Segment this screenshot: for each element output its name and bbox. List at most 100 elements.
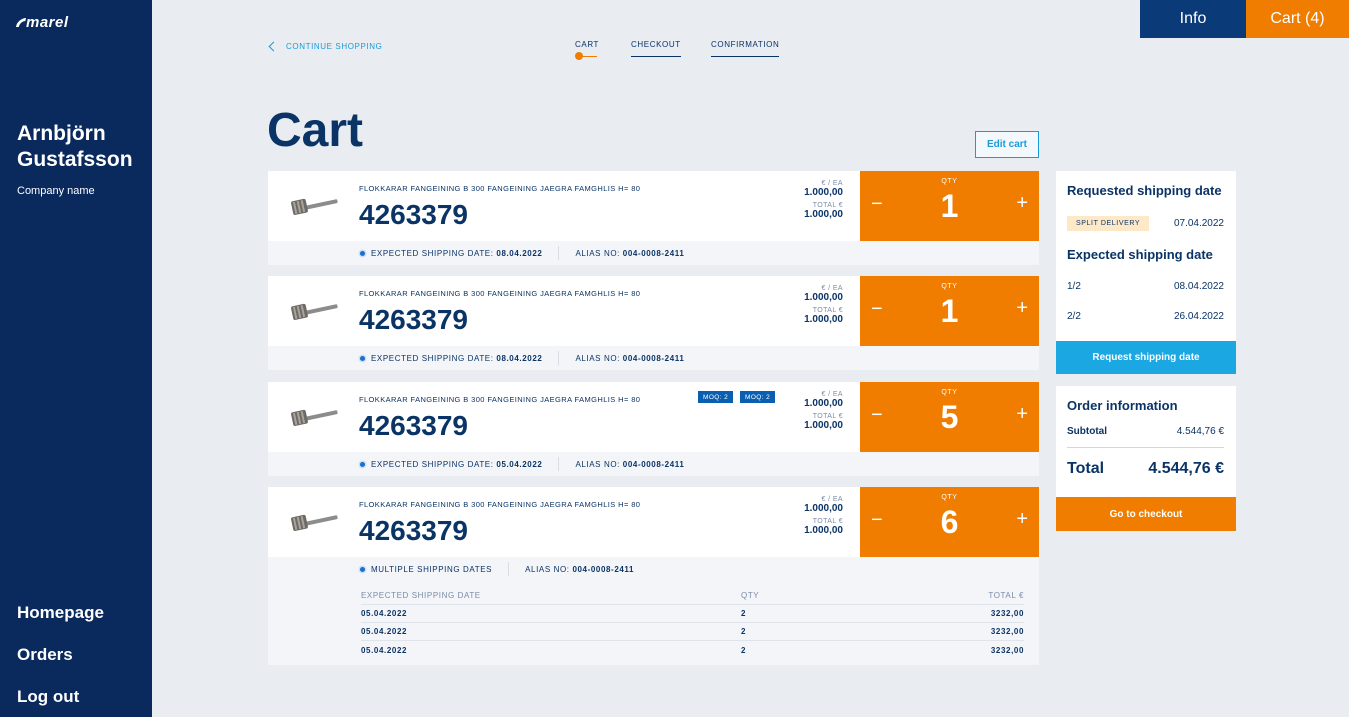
cell-total: 3232,00 (990, 645, 1024, 655)
step-checkout-label: CHECKOUT (631, 40, 681, 49)
qty-label: QTY (941, 494, 958, 501)
price-block: € / EA 1.000,00 TOTAL € 1.000,00 (804, 285, 843, 329)
nav-log-out[interactable]: Log out (17, 687, 80, 706)
bullet-icon (360, 250, 365, 256)
requested-date[interactable]: 07.04.2022 (1173, 218, 1224, 229)
decrease-qty-button[interactable]: − (871, 193, 883, 215)
continue-shopping-link[interactable]: CONTINUE SHOPPING (268, 41, 383, 52)
nav-orders[interactable]: Orders (17, 645, 73, 664)
order-info-title: Order information (1067, 398, 1178, 413)
cell-qty: 2 (741, 609, 747, 618)
column-header-qty: QTY (741, 591, 760, 600)
qty-label: QTY (941, 283, 958, 290)
quantity-stepper: QTY − 1 + (860, 276, 1039, 346)
qty-value[interactable]: 5 (940, 399, 959, 435)
part-number[interactable]: 4263379 (359, 515, 469, 546)
total-value: 1.000,00 (804, 209, 843, 220)
subtotal-row: Subtotal 4.544,76 € (1067, 426, 1224, 448)
step-checkout[interactable]: CHECKOUT (631, 40, 681, 57)
product-image (291, 198, 338, 215)
chevron-left-icon (268, 41, 279, 52)
request-shipping-date-button[interactable]: Request shipping date (1056, 341, 1236, 374)
expected-date: 08.04.2022 (1173, 281, 1224, 292)
price-each-label: € / EA (821, 285, 843, 292)
item-footer: EXPECTED SHIPPING DATE: 08.04.2022 ALIAS… (268, 241, 1039, 265)
table-row: 05.04.2022 2 3232,00 (361, 623, 1024, 641)
divider (558, 246, 560, 260)
price-each-label: € / EA (821, 496, 843, 503)
cell-qty: 2 (741, 627, 747, 636)
price-each-value: 1.000,00 (804, 187, 843, 198)
alias-label: ALIAS NO: (575, 248, 620, 258)
part-number[interactable]: 4263379 (359, 199, 469, 230)
continue-shopping-label: CONTINUE SHOPPING (286, 42, 383, 51)
decrease-qty-button[interactable]: − (871, 298, 883, 320)
subtotal-value: 4.544,76 € (1176, 426, 1224, 437)
expected-row: 2/2 26.04.2022 (1067, 311, 1224, 322)
qty-value[interactable]: 6 (940, 504, 959, 540)
cell-date: 05.04.2022 (361, 627, 408, 636)
part-number[interactable]: 4263379 (359, 304, 469, 335)
quantity-stepper: QTY − 5 + (860, 382, 1039, 452)
price-each-value: 1.000,00 (804, 292, 843, 303)
cart-item: FLOKKARAR FANGEINING B 300 FANGEINING JA… (268, 171, 1039, 265)
expected-shipping-date: 08.04.2022 (496, 353, 543, 363)
info-button[interactable]: Info (1140, 0, 1246, 38)
increase-qty-button[interactable]: + (1016, 192, 1028, 214)
cart-item: FLOKKARAR FANGEINING B 300 FANGEINING JA… (268, 487, 1039, 665)
alias-number: 004-0008-2411 (572, 564, 635, 574)
qty-value[interactable]: 1 (940, 293, 959, 329)
part-number[interactable]: 4263379 (359, 410, 469, 441)
item-footer: MULTIPLE SHIPPING DATES ALIAS NO: 004-00… (268, 557, 1039, 581)
go-to-checkout-button[interactable]: Go to checkout (1056, 497, 1236, 531)
alias-number: 004-0008-2411 (622, 459, 685, 469)
column-header-total: TOTAL € (988, 591, 1024, 600)
expected-shipping-title: Expected shipping date (1067, 247, 1213, 262)
step-cart[interactable]: CART (575, 40, 599, 60)
decrease-qty-button[interactable]: − (871, 404, 883, 426)
increase-qty-button[interactable]: + (1016, 508, 1028, 530)
divider (558, 351, 560, 365)
expected-shipping-date: 05.04.2022 (496, 459, 543, 469)
moq-badge: MOQ: 2 (698, 391, 734, 403)
table-row: 05.04.2022 2 3232,00 (361, 605, 1024, 623)
qty-label: QTY (941, 178, 958, 185)
product-description: FLOKKARAR FANGEINING B 300 FANGEINING JA… (359, 184, 641, 193)
edit-cart-button[interactable]: Edit cart (975, 131, 1039, 158)
cart-button[interactable]: Cart (4) (1246, 0, 1349, 38)
price-each-value: 1.000,00 (804, 398, 843, 409)
total-label: TOTAL € (812, 413, 843, 420)
nav-homepage[interactable]: Homepage (17, 603, 104, 622)
marel-logo[interactable]: marel (15, 14, 69, 31)
page-title: Cart (267, 104, 364, 157)
moq-badge: MOQ: 2 (740, 391, 776, 403)
divider (508, 562, 510, 576)
bullet-icon (360, 355, 365, 361)
quantity-stepper: QTY − 6 + (860, 487, 1039, 557)
total-row: Total 4.544,76 € (1067, 460, 1224, 478)
product-description: FLOKKARAR FANGEINING B 300 FANGEINING JA… (359, 289, 641, 298)
total-value: 1.000,00 (804, 314, 843, 325)
increase-qty-button[interactable]: + (1016, 297, 1028, 319)
total-value: 1.000,00 (804, 525, 843, 536)
cart-item: FLOKKARAR FANGEINING B 300 FANGEINING JA… (268, 276, 1039, 370)
sidebar: marel Arnbjörn Gustafsson Company name H… (0, 0, 152, 717)
expected-shipping-date: 08.04.2022 (496, 248, 543, 258)
expected-shipping-label: EXPECTED SHIPPING DATE: (371, 353, 494, 363)
split-delivery-badge: SPLIT DELIVERY (1067, 216, 1150, 231)
total-value: 1.000,00 (804, 420, 843, 431)
increase-qty-button[interactable]: + (1016, 403, 1028, 425)
quantity-stepper: QTY − 1 + (860, 171, 1039, 241)
logo-mark-icon (15, 18, 27, 27)
expected-shipping-label: EXPECTED SHIPPING DATE: (371, 248, 494, 258)
user-name: Arnbjörn Gustafsson (17, 122, 133, 171)
step-confirmation-label: CONFIRMATION (711, 40, 780, 49)
step-underline (711, 56, 780, 57)
cell-total: 3232,00 (990, 627, 1024, 636)
cart-item: FLOKKARAR FANGEINING B 300 FANGEINING JA… (268, 382, 1039, 476)
step-confirmation[interactable]: CONFIRMATION (711, 40, 780, 57)
decrease-qty-button[interactable]: − (871, 509, 883, 531)
total-label: TOTAL € (812, 307, 843, 314)
total-value: 4.544,76 € (1148, 460, 1224, 477)
qty-value[interactable]: 1 (940, 188, 959, 224)
